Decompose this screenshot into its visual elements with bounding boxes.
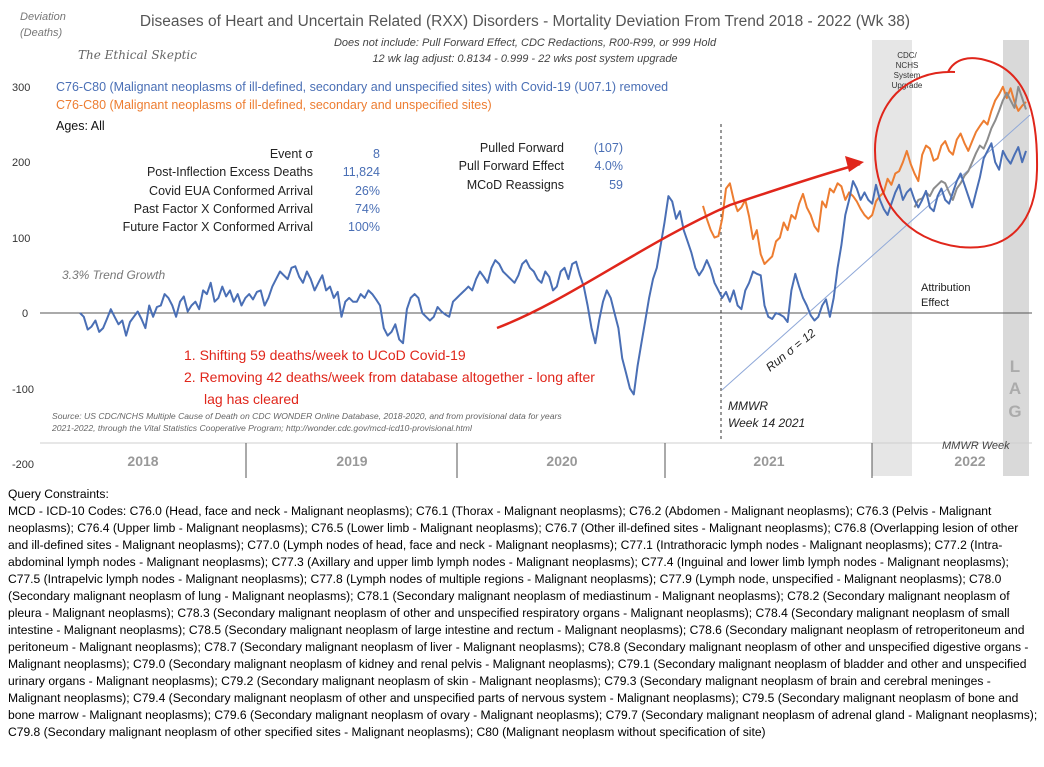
stat-label: Pulled Forward <box>480 141 564 155</box>
watermark-logo: The Ethical Skeptic <box>78 48 197 62</box>
red-annotations: 1. Shifting 59 deaths/week to UCoD Covid… <box>184 347 595 407</box>
lag-letter: A <box>1009 379 1021 398</box>
year-labels: 2018 2019 2020 2021 2022 <box>127 453 985 469</box>
y-axis-label-line-1: Deviation <box>20 11 66 23</box>
run-trend-line <box>721 114 1031 391</box>
annotation-line-3: lag has cleared <box>204 391 299 407</box>
x-axis-label: MMWR Week <box>942 440 1010 452</box>
stats-left-labels: Event σ Post-Inflection Excess Deaths Co… <box>123 147 314 234</box>
attribution-label-1: Attribution <box>921 282 971 294</box>
y-tick-label: -100 <box>12 384 34 396</box>
lag-letter: L <box>1010 357 1020 376</box>
chart-title: Diseases of Heart and Uncertain Related … <box>140 13 910 30</box>
system-upgrade-label: CDC/ NCHS System Upgrade <box>892 51 923 90</box>
upgrade-label-line: NCHS <box>896 61 919 70</box>
stat-value: 74% <box>355 202 380 216</box>
red-trend-arrow-line <box>496 162 861 330</box>
chart-subtitle-2: 12 wk lag adjust: 0.8134 - 0.999 - 22 wk… <box>372 53 677 65</box>
stats-right-values: (107) 4.0% 59 <box>594 141 623 192</box>
year-label: 2020 <box>546 453 577 469</box>
stat-label: Covid EUA Conformed Arrival <box>149 184 313 198</box>
y-tick-label: 100 <box>12 233 30 245</box>
annotation-line-2: 2. Removing 42 deaths/week from database… <box>184 369 595 385</box>
y-tick-label: 300 <box>12 82 30 94</box>
run-sigma-label: Run σ = 12 <box>763 326 818 375</box>
stat-value: 8 <box>373 147 380 161</box>
stat-label: Post-Inflection Excess Deaths <box>147 165 313 179</box>
legend-series-blue: C76-C80 (Malignant neoplasms of ill-defi… <box>56 80 668 94</box>
series-line-gray <box>913 85 1027 208</box>
y-tick-label: 0 <box>22 308 28 320</box>
ages-label: Ages: All <box>56 119 105 133</box>
y-axis-label-line-2: (Deaths) <box>20 27 63 39</box>
mmwr-label-line-1: MMWR <box>728 399 768 413</box>
stat-value: 4.0% <box>595 159 624 173</box>
upgrade-label-line: System <box>894 71 921 80</box>
series-line-orange <box>702 85 1027 265</box>
trend-growth-label: 3.3% Trend Growth <box>62 268 165 282</box>
y-axis-ticks: 300 200 100 0 -100 -200 <box>12 82 34 471</box>
system-upgrade-band <box>872 40 912 476</box>
stat-value: 26% <box>355 184 380 198</box>
stat-value: 100% <box>348 220 380 234</box>
annotation-line-1: 1. Shifting 59 deaths/week to UCoD Covid… <box>184 347 466 363</box>
year-label: 2018 <box>127 453 158 469</box>
attribution-label-2: Effect <box>921 297 949 309</box>
year-label: 2022 <box>954 453 985 469</box>
year-separators <box>245 443 873 478</box>
y-tick-label: -200 <box>12 459 34 471</box>
stat-label: Future Factor X Conformed Arrival <box>123 220 313 234</box>
query-constraints-header: Query Constraints: <box>8 487 109 501</box>
source-line-2: 2021-2022, through the Vital Statistics … <box>51 423 473 433</box>
query-constraints-body: MCD - ICD-10 Codes: C76.0 (Head, face an… <box>8 504 1038 739</box>
stat-value: (107) <box>594 141 623 155</box>
red-arrow-head <box>845 156 864 172</box>
stat-label: Pull Forward Effect <box>459 159 565 173</box>
mmwr-label-line-2: Week 14 2021 <box>728 416 805 430</box>
series-line-blue <box>79 142 1027 396</box>
stat-label: Event σ <box>270 147 313 161</box>
stat-value: 59 <box>609 178 623 192</box>
lag-band <box>1003 40 1029 476</box>
year-label: 2019 <box>336 453 367 469</box>
legend-series-orange: C76-C80 (Malignant neoplasms of ill-defi… <box>56 98 492 112</box>
stat-label: MCoD Reassigns <box>467 178 564 192</box>
query-constraints: Query Constraints: MCD - ICD-10 Codes: C… <box>8 486 1038 741</box>
red-highlight-circle <box>873 57 1039 249</box>
year-label: 2021 <box>753 453 784 469</box>
stats-left-values: 8 11,824 26% 74% 100% <box>343 147 380 234</box>
lag-label: L A G <box>1008 357 1021 421</box>
upgrade-label-line: Upgrade <box>892 81 923 90</box>
y-tick-label: 200 <box>12 157 30 169</box>
lag-letter: G <box>1008 402 1021 421</box>
stat-label: Past Factor X Conformed Arrival <box>134 202 313 216</box>
chart-subtitle-1: Does not include: Pull Forward Effect, C… <box>334 37 717 49</box>
source-line-1: Source: US CDC/NCHS Multiple Cause of De… <box>52 411 562 421</box>
stats-right-labels: Pulled Forward Pull Forward Effect MCoD … <box>459 141 565 192</box>
stat-value: 11,824 <box>343 165 380 179</box>
mortality-deviation-chart: Diseases of Heart and Uncertain Related … <box>12 11 1039 478</box>
upgrade-label-line: CDC/ <box>897 51 917 60</box>
